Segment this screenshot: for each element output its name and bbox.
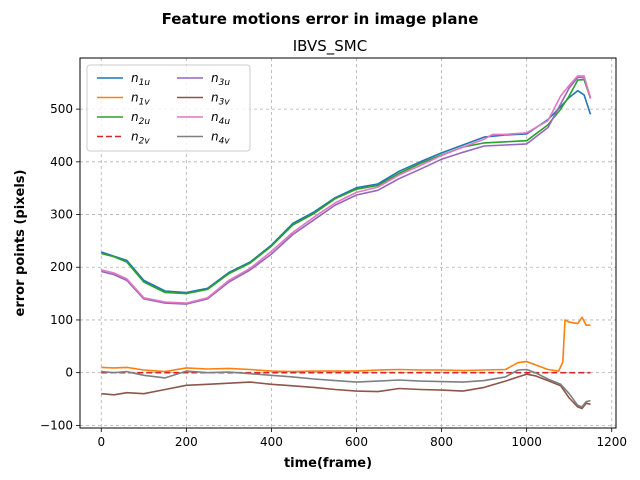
legend-label-n3v: n3v (211, 91, 230, 108)
series-line-n1v (101, 316, 591, 373)
y-tick-label: 0 (65, 366, 73, 380)
x-tick-label: 1200 (596, 435, 627, 449)
x-tick-label: 600 (345, 435, 368, 449)
legend-label-n2v: n2v (131, 130, 150, 147)
legend-label-n2u: n2u (131, 110, 150, 127)
figure-suptitle: Feature motions error in image plane (162, 10, 479, 28)
x-tick-label: 200 (175, 435, 198, 449)
legend-label-n1u: n1u (131, 71, 150, 88)
axes-title: IBVS_SMC (293, 37, 367, 56)
series-line-n4u (101, 75, 592, 304)
legend-label-n3u: n3u (211, 71, 230, 88)
axes-frame (79, 57, 617, 429)
y-tick-label: −100 (40, 418, 73, 432)
plot-area (101, 75, 592, 410)
legend-box (86, 64, 251, 152)
y-tick-label: 500 (50, 102, 73, 116)
y-tick-label: 200 (50, 260, 73, 274)
legend-label-n4v: n4v (211, 130, 230, 147)
y-tick-label: 100 (50, 313, 73, 327)
series-line-n3v (101, 373, 591, 410)
series-line-n4v (101, 368, 591, 408)
legend-label-n4u: n4u (211, 110, 230, 127)
x-tick-label: 800 (430, 435, 453, 449)
legend-label-n1v: n1v (131, 91, 150, 108)
legend: n1u n1v n2u n2v n3u n3v n4u n4v (86, 64, 251, 152)
x-tick-label: 1000 (511, 435, 542, 449)
series-line-n3u (101, 76, 592, 305)
y-axis-label: error points (pixels) (13, 170, 28, 317)
y-tick-label: 300 (50, 208, 73, 222)
series-line-n1u (101, 89, 592, 294)
x-tick-label: 400 (260, 435, 283, 449)
axis-ticks: 0 200 400 600 800 1000 1200 −100 0 100 200 300 400 50… (40, 102, 627, 449)
x-tick-label: 0 (97, 435, 105, 449)
x-axis-label: time(frame) (284, 456, 372, 471)
y-tick-label: 400 (50, 155, 73, 169)
